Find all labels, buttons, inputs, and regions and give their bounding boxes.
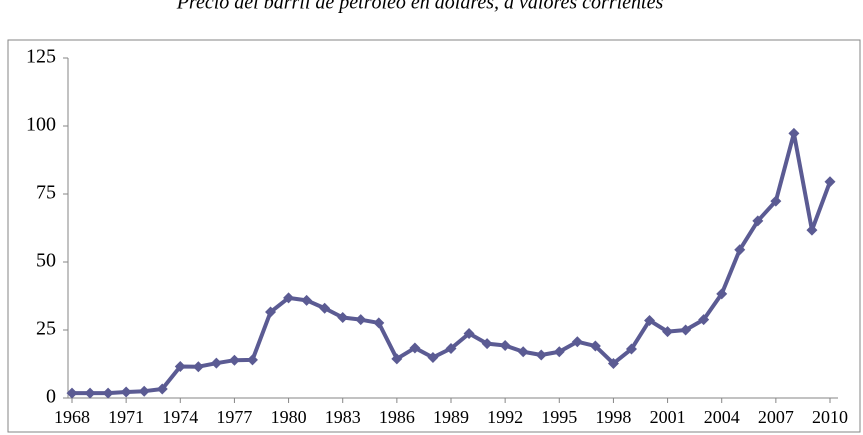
y-tick-label: 125 xyxy=(26,46,56,68)
data-point xyxy=(138,385,150,397)
x-tick-label: 2004 xyxy=(704,407,740,427)
x-tick-label: 1983 xyxy=(325,407,361,427)
x-tick-label: 1977 xyxy=(216,407,252,427)
data-point xyxy=(120,386,132,398)
data-point xyxy=(445,342,457,354)
x-tick-label: 1995 xyxy=(541,407,577,427)
data-point xyxy=(770,195,782,207)
x-tick-label: 1998 xyxy=(595,407,631,427)
data-point xyxy=(499,340,511,352)
data-point xyxy=(589,340,601,352)
data-point xyxy=(319,302,331,314)
data-point xyxy=(625,343,637,355)
data-point xyxy=(174,360,186,372)
data-point xyxy=(210,357,222,369)
y-tick-label: 25 xyxy=(36,318,56,340)
x-tick-label: 1992 xyxy=(487,407,523,427)
data-line xyxy=(72,131,832,396)
data-point xyxy=(66,387,78,399)
data-point xyxy=(427,351,439,363)
data-point xyxy=(806,224,818,236)
data-point xyxy=(373,317,385,329)
data-point xyxy=(337,311,349,323)
data-point xyxy=(788,127,800,139)
data-point xyxy=(481,338,493,350)
x-tick-label: 2007 xyxy=(758,407,794,427)
chart-frame xyxy=(7,39,861,433)
data-point xyxy=(246,354,258,366)
x-tick-label: 1986 xyxy=(379,407,415,427)
data-point xyxy=(680,324,692,336)
x-tick-label: 2001 xyxy=(650,407,686,427)
y-tick-label: 0 xyxy=(46,386,56,408)
data-point xyxy=(265,306,277,318)
data-point xyxy=(752,215,764,227)
y-tick-label: 75 xyxy=(36,182,56,204)
data-point xyxy=(355,314,367,326)
x-tick-label: 1968 xyxy=(54,407,90,427)
y-tick-label: 100 xyxy=(26,114,56,136)
data-point xyxy=(716,288,728,300)
x-tick-label: 1971 xyxy=(108,407,144,427)
data-point xyxy=(553,346,565,358)
data-point xyxy=(517,346,529,358)
data-point xyxy=(824,176,836,188)
x-tick-label: 1980 xyxy=(271,407,307,427)
data-point xyxy=(228,354,240,366)
data-point xyxy=(535,349,547,361)
x-tick-label: 1974 xyxy=(162,407,198,427)
chart-title: Precio del barril de petróleo en dólares… xyxy=(176,0,664,14)
data-point xyxy=(301,294,313,306)
data-point xyxy=(409,342,421,354)
data-point xyxy=(391,353,403,365)
x-tick-label: 2010 xyxy=(812,407,848,427)
data-point xyxy=(571,336,583,348)
data-point xyxy=(463,328,475,340)
data-point xyxy=(607,357,619,369)
data-point xyxy=(662,326,674,338)
y-tick-label: 50 xyxy=(36,250,56,272)
data-point xyxy=(102,387,114,399)
data-point xyxy=(644,314,656,326)
data-point xyxy=(192,361,204,373)
data-point xyxy=(698,314,710,326)
data-point xyxy=(84,387,96,399)
data-point xyxy=(283,292,295,304)
data-point xyxy=(734,244,746,256)
x-tick-label: 1989 xyxy=(433,407,469,427)
data-point xyxy=(156,383,168,395)
